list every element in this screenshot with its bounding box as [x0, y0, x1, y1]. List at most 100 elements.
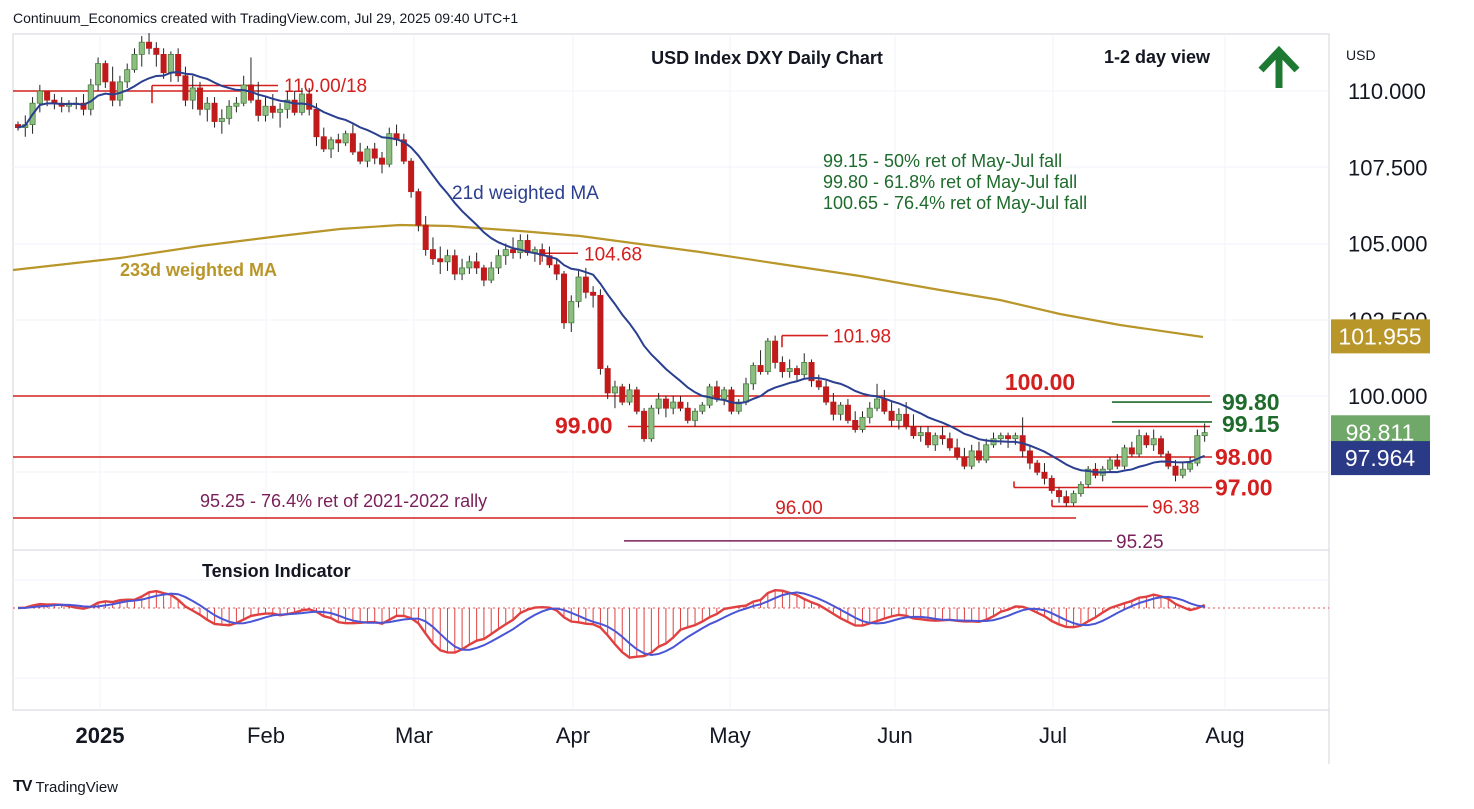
currency-label: USD: [1346, 47, 1376, 63]
candle-body: [466, 261, 473, 269]
candle: [247, 57, 254, 104]
candle: [1179, 463, 1186, 479]
candle-body: [408, 160, 415, 193]
x-tick-label: Jun: [877, 723, 912, 748]
candle: [677, 396, 684, 412]
candle-body: [284, 99, 291, 110]
tradingview-logo-text: TradingView: [35, 778, 118, 796]
candle: [997, 432, 1004, 445]
tradingview-logo-icon: TV: [13, 778, 32, 795]
candle: [670, 396, 677, 415]
candle: [604, 365, 611, 400]
candle: [233, 97, 240, 113]
candle: [167, 51, 174, 82]
candle: [553, 258, 560, 281]
candle: [1099, 466, 1106, 482]
tradingview-logo[interactable]: TV TradingView: [13, 778, 118, 796]
candle: [124, 63, 131, 88]
level-label: 110.00/18: [284, 76, 367, 97]
chart-title: USD Index DXY Daily Chart: [651, 48, 883, 68]
candle-body: [619, 386, 626, 403]
candle-body: [881, 398, 888, 412]
candle: [437, 246, 444, 274]
candle: [451, 249, 458, 281]
price-badge-label: 101.955: [1338, 323, 1421, 349]
candle: [699, 402, 706, 415]
x-tick-label: Jul: [1039, 723, 1067, 748]
candle-body: [320, 136, 327, 150]
candle: [1150, 429, 1157, 451]
candle-body: [903, 413, 910, 427]
candle: [1201, 423, 1208, 442]
candle-body: [1136, 435, 1143, 455]
candle-body: [633, 389, 640, 412]
candle-body: [109, 81, 116, 101]
x-tick-label: May: [709, 723, 751, 748]
candle: [459, 258, 466, 281]
candle: [204, 97, 211, 122]
candle: [175, 48, 182, 82]
candle-body: [1150, 438, 1157, 446]
candle-body: [429, 249, 436, 260]
candle: [95, 57, 102, 91]
candle-body: [626, 389, 633, 403]
ma-233-path: [12, 223, 1204, 339]
candle-body: [415, 191, 422, 226]
candle: [495, 249, 502, 274]
level-label: 99.80: [1222, 389, 1280, 415]
candle: [138, 36, 145, 67]
chart-credit: Continuum_Economics created with Trading…: [13, 10, 519, 26]
level-label: 95.25: [1116, 532, 1164, 553]
candle-body: [844, 404, 851, 421]
candle-body: [1048, 477, 1055, 491]
candle-body: [1005, 435, 1012, 440]
candle: [1056, 487, 1063, 503]
candle-body: [357, 151, 364, 162]
candle-body: [1085, 468, 1092, 485]
candle: [735, 399, 742, 415]
candle-body: [604, 368, 611, 394]
candle: [801, 353, 808, 378]
candle-body: [371, 148, 378, 159]
candle: [335, 133, 342, 152]
candle: [211, 97, 218, 128]
candle: [983, 438, 990, 464]
candle-body: [568, 301, 575, 324]
candle: [932, 432, 939, 451]
candle: [109, 66, 116, 107]
x-tick-label: Feb: [247, 723, 285, 748]
candle-body: [175, 54, 182, 77]
candle-body: [728, 389, 735, 412]
note-764pct: 100.65 - 76.4% ret of May-Jul fall: [823, 193, 1087, 213]
candle: [888, 402, 895, 427]
candle: [1026, 444, 1033, 470]
candle: [422, 216, 429, 256]
candle-body: [233, 102, 240, 107]
candle: [1165, 450, 1172, 470]
candle-body: [801, 362, 808, 376]
candle-body: [1165, 453, 1172, 467]
candle: [328, 136, 335, 159]
candle-body: [211, 102, 218, 122]
candle-body: [597, 294, 604, 369]
candle-body: [1056, 490, 1063, 498]
candle-body: [743, 383, 750, 403]
time-axis[interactable]: 2025 Feb Mar Apr May Jun Jul Aug: [76, 723, 1245, 748]
candle-body: [561, 273, 568, 324]
candle-body: [946, 438, 953, 449]
x-tick-label: 2025: [76, 723, 125, 748]
candle: [954, 438, 961, 461]
candle-body: [750, 365, 757, 385]
candle-body: [167, 54, 174, 74]
candle: [517, 234, 524, 259]
candle-body: [131, 54, 138, 71]
candle-body: [823, 386, 830, 403]
candle-body: [80, 102, 87, 110]
candle-body: [386, 133, 393, 165]
candle: [910, 414, 917, 439]
candle-body: [102, 63, 109, 83]
candle: [1194, 429, 1201, 467]
candle: [87, 78, 94, 116]
